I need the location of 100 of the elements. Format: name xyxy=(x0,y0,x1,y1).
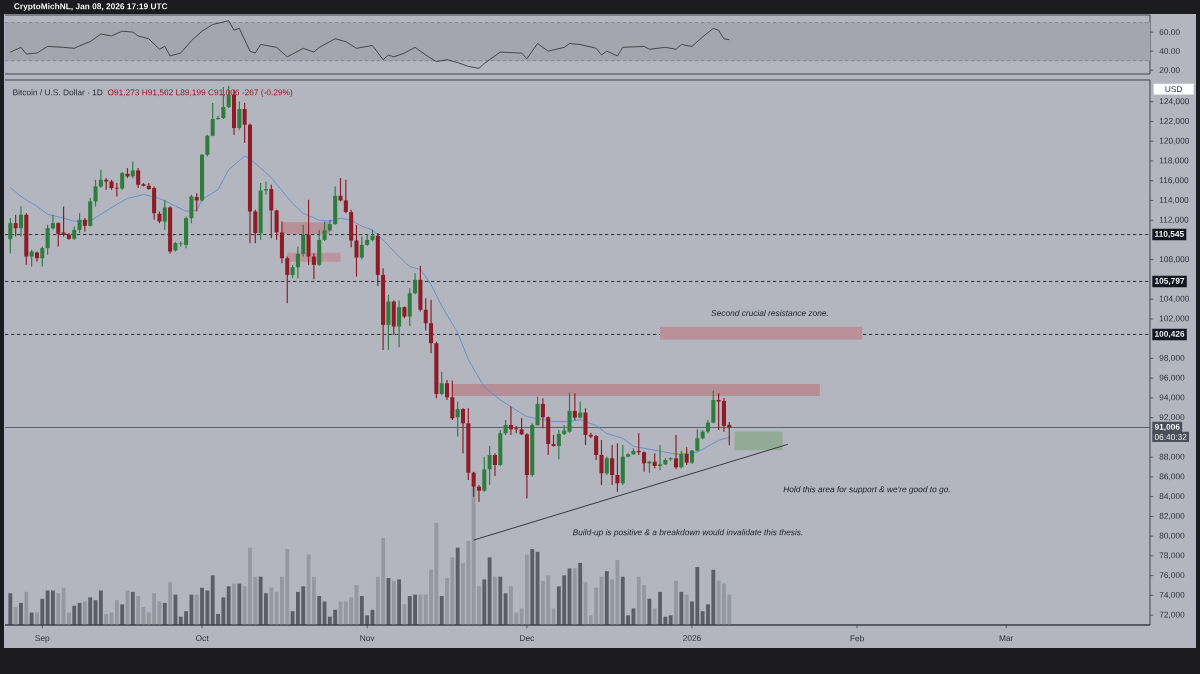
bar xyxy=(503,593,508,625)
candlestick xyxy=(599,439,604,486)
candlestick xyxy=(93,179,98,208)
ref-line-label: 110,545 xyxy=(1155,230,1184,239)
y-tick-label: 112,000 xyxy=(1159,216,1189,224)
text: 06:40:32 xyxy=(1154,434,1187,440)
y-tick-label: 76,000 xyxy=(1159,572,1185,580)
candlestick xyxy=(274,209,279,241)
chart-title: CryptoMichNL, Jan 08, 2026 17:19 UTC xyxy=(14,3,168,11)
candlestick xyxy=(397,299,402,348)
bar xyxy=(40,598,45,625)
annotation: Hold this area for support & we're good to go. xyxy=(783,486,950,494)
candlestick xyxy=(429,299,434,354)
text: Bitcoin / U.S. Dollar · 1D xyxy=(13,89,103,96)
y-tick-label: 122,000 xyxy=(1159,118,1190,125)
y-tick-label: 40.00 xyxy=(1159,48,1180,55)
candlestick xyxy=(311,252,316,280)
bar xyxy=(418,594,423,625)
x-tick-label: Sep xyxy=(35,635,50,643)
bar xyxy=(237,583,242,625)
candlestick xyxy=(301,224,306,258)
candlestick xyxy=(18,205,24,238)
candlestick xyxy=(13,214,18,238)
y-tick-label: 98,000 xyxy=(1159,354,1185,362)
candlestick xyxy=(540,397,545,429)
bar xyxy=(226,586,231,625)
candlestick xyxy=(45,224,50,256)
y-tick-label: 118,000 xyxy=(1159,157,1189,165)
y-tick-label: 102,000 xyxy=(1159,315,1190,323)
candlestick xyxy=(674,434,679,470)
ref-line-label: 91,006 xyxy=(1154,423,1180,432)
candlestick xyxy=(445,379,450,401)
bar xyxy=(72,605,77,625)
candlestick xyxy=(610,444,615,486)
candlestick xyxy=(423,297,428,332)
candlestick xyxy=(306,199,311,266)
candlestick xyxy=(322,220,327,242)
y-tick-label: 20.00 xyxy=(1159,67,1180,74)
candlestick xyxy=(711,390,716,424)
bar xyxy=(439,596,444,625)
y-tick-label: 88,000 xyxy=(1159,453,1185,461)
candlestick xyxy=(343,179,348,214)
bar xyxy=(114,600,119,625)
candlestick xyxy=(354,224,359,278)
bar xyxy=(674,580,678,625)
y-tick-label: 108,000 xyxy=(1159,256,1190,264)
bar xyxy=(104,613,109,625)
candlestick xyxy=(50,214,55,231)
y-tick-label: 84,000 xyxy=(1159,493,1185,501)
bar xyxy=(35,612,39,625)
candlestick xyxy=(615,442,620,493)
bar xyxy=(8,593,13,625)
y-tick-label: 94,000 xyxy=(1159,394,1185,402)
annotation: Second crucial resistance zone. xyxy=(711,309,828,317)
bar xyxy=(24,591,29,625)
bar xyxy=(317,596,322,625)
bar xyxy=(130,591,135,625)
bar xyxy=(397,579,402,625)
candlestick xyxy=(460,407,466,454)
candlestick xyxy=(359,235,364,260)
bar xyxy=(168,582,173,625)
candlestick xyxy=(492,452,497,477)
candlestick xyxy=(572,392,577,421)
candlestick xyxy=(205,134,210,157)
bar xyxy=(604,571,609,625)
candlestick xyxy=(407,287,412,327)
bar xyxy=(679,591,684,625)
y-tick-label: 96,000 xyxy=(1159,374,1185,382)
annotation: Build-up is positive & a breakdown would invalidate this thesis. xyxy=(572,529,803,537)
candlestick xyxy=(40,245,45,268)
bar xyxy=(684,594,689,625)
candlestick xyxy=(253,209,258,244)
candlestick xyxy=(56,221,61,248)
candlestick xyxy=(658,444,663,471)
bar xyxy=(194,594,199,625)
bar xyxy=(578,562,583,625)
candlestick xyxy=(476,484,481,503)
bar xyxy=(455,547,460,625)
bar xyxy=(136,596,141,625)
candlestick xyxy=(189,194,194,224)
candlestick xyxy=(77,212,82,234)
x-tick-label: Mar xyxy=(999,635,1014,642)
candlestick xyxy=(695,428,700,453)
candlestick xyxy=(556,429,561,460)
y-tick-label: 74,000 xyxy=(1159,591,1185,599)
candlestick xyxy=(285,255,290,304)
bar xyxy=(610,579,615,625)
candlestick xyxy=(237,100,242,131)
candlestick xyxy=(242,102,247,144)
bar xyxy=(498,576,503,625)
candlestick xyxy=(386,294,391,351)
bar xyxy=(269,587,274,625)
bar xyxy=(652,608,657,625)
bar xyxy=(311,576,316,625)
bar xyxy=(530,549,535,625)
y-tick-label: 82,000 xyxy=(1159,512,1185,520)
y-tick-label: 72,000 xyxy=(1159,611,1185,619)
y-tick-label: 80,000 xyxy=(1159,532,1185,540)
candlestick xyxy=(455,400,460,438)
y-tick-label: 120,000 xyxy=(1159,137,1190,145)
